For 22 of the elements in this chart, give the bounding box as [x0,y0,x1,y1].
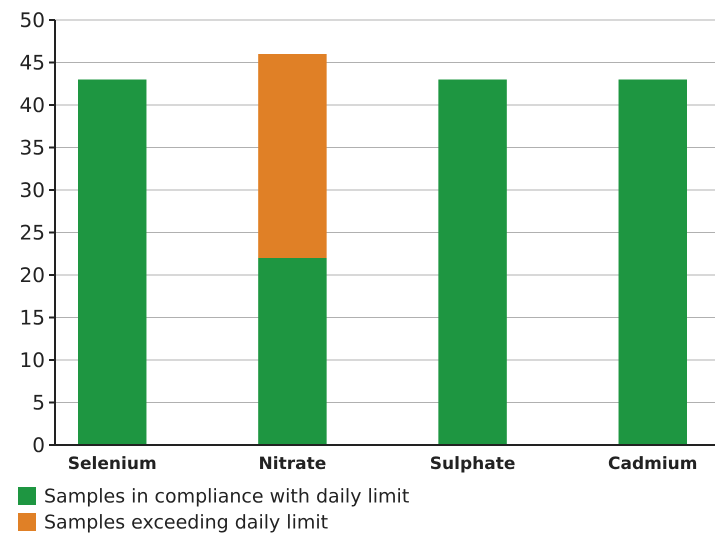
bar [438,80,507,445]
y-tick-label: 5 [32,390,45,414]
y-tick-label: 0 [32,433,45,457]
y-tick-label: 20 [20,263,45,287]
y-tick-label: 40 [20,93,45,117]
y-tick-label: 45 [20,50,45,74]
x-tick-label: Nitrate [258,454,326,474]
y-tick-label: 30 [20,178,45,202]
x-tick-label: Selenium [68,454,157,474]
legend-label: Samples exceeding daily limit [44,512,328,534]
y-tick-label: 10 [20,348,45,372]
y-tick-label: 15 [20,306,45,330]
y-tick-label: 25 [20,220,45,244]
x-tick-label: Sulphate [430,454,516,474]
y-tick-label: 35 [20,136,45,160]
x-tick-label: Cadmium [608,454,698,474]
legend-label: Samples in compliance with daily limit [44,486,410,508]
bar [78,80,146,445]
bar [258,54,327,258]
bar [618,80,687,445]
bar [258,258,327,445]
y-tick-label: 50 [20,8,45,32]
